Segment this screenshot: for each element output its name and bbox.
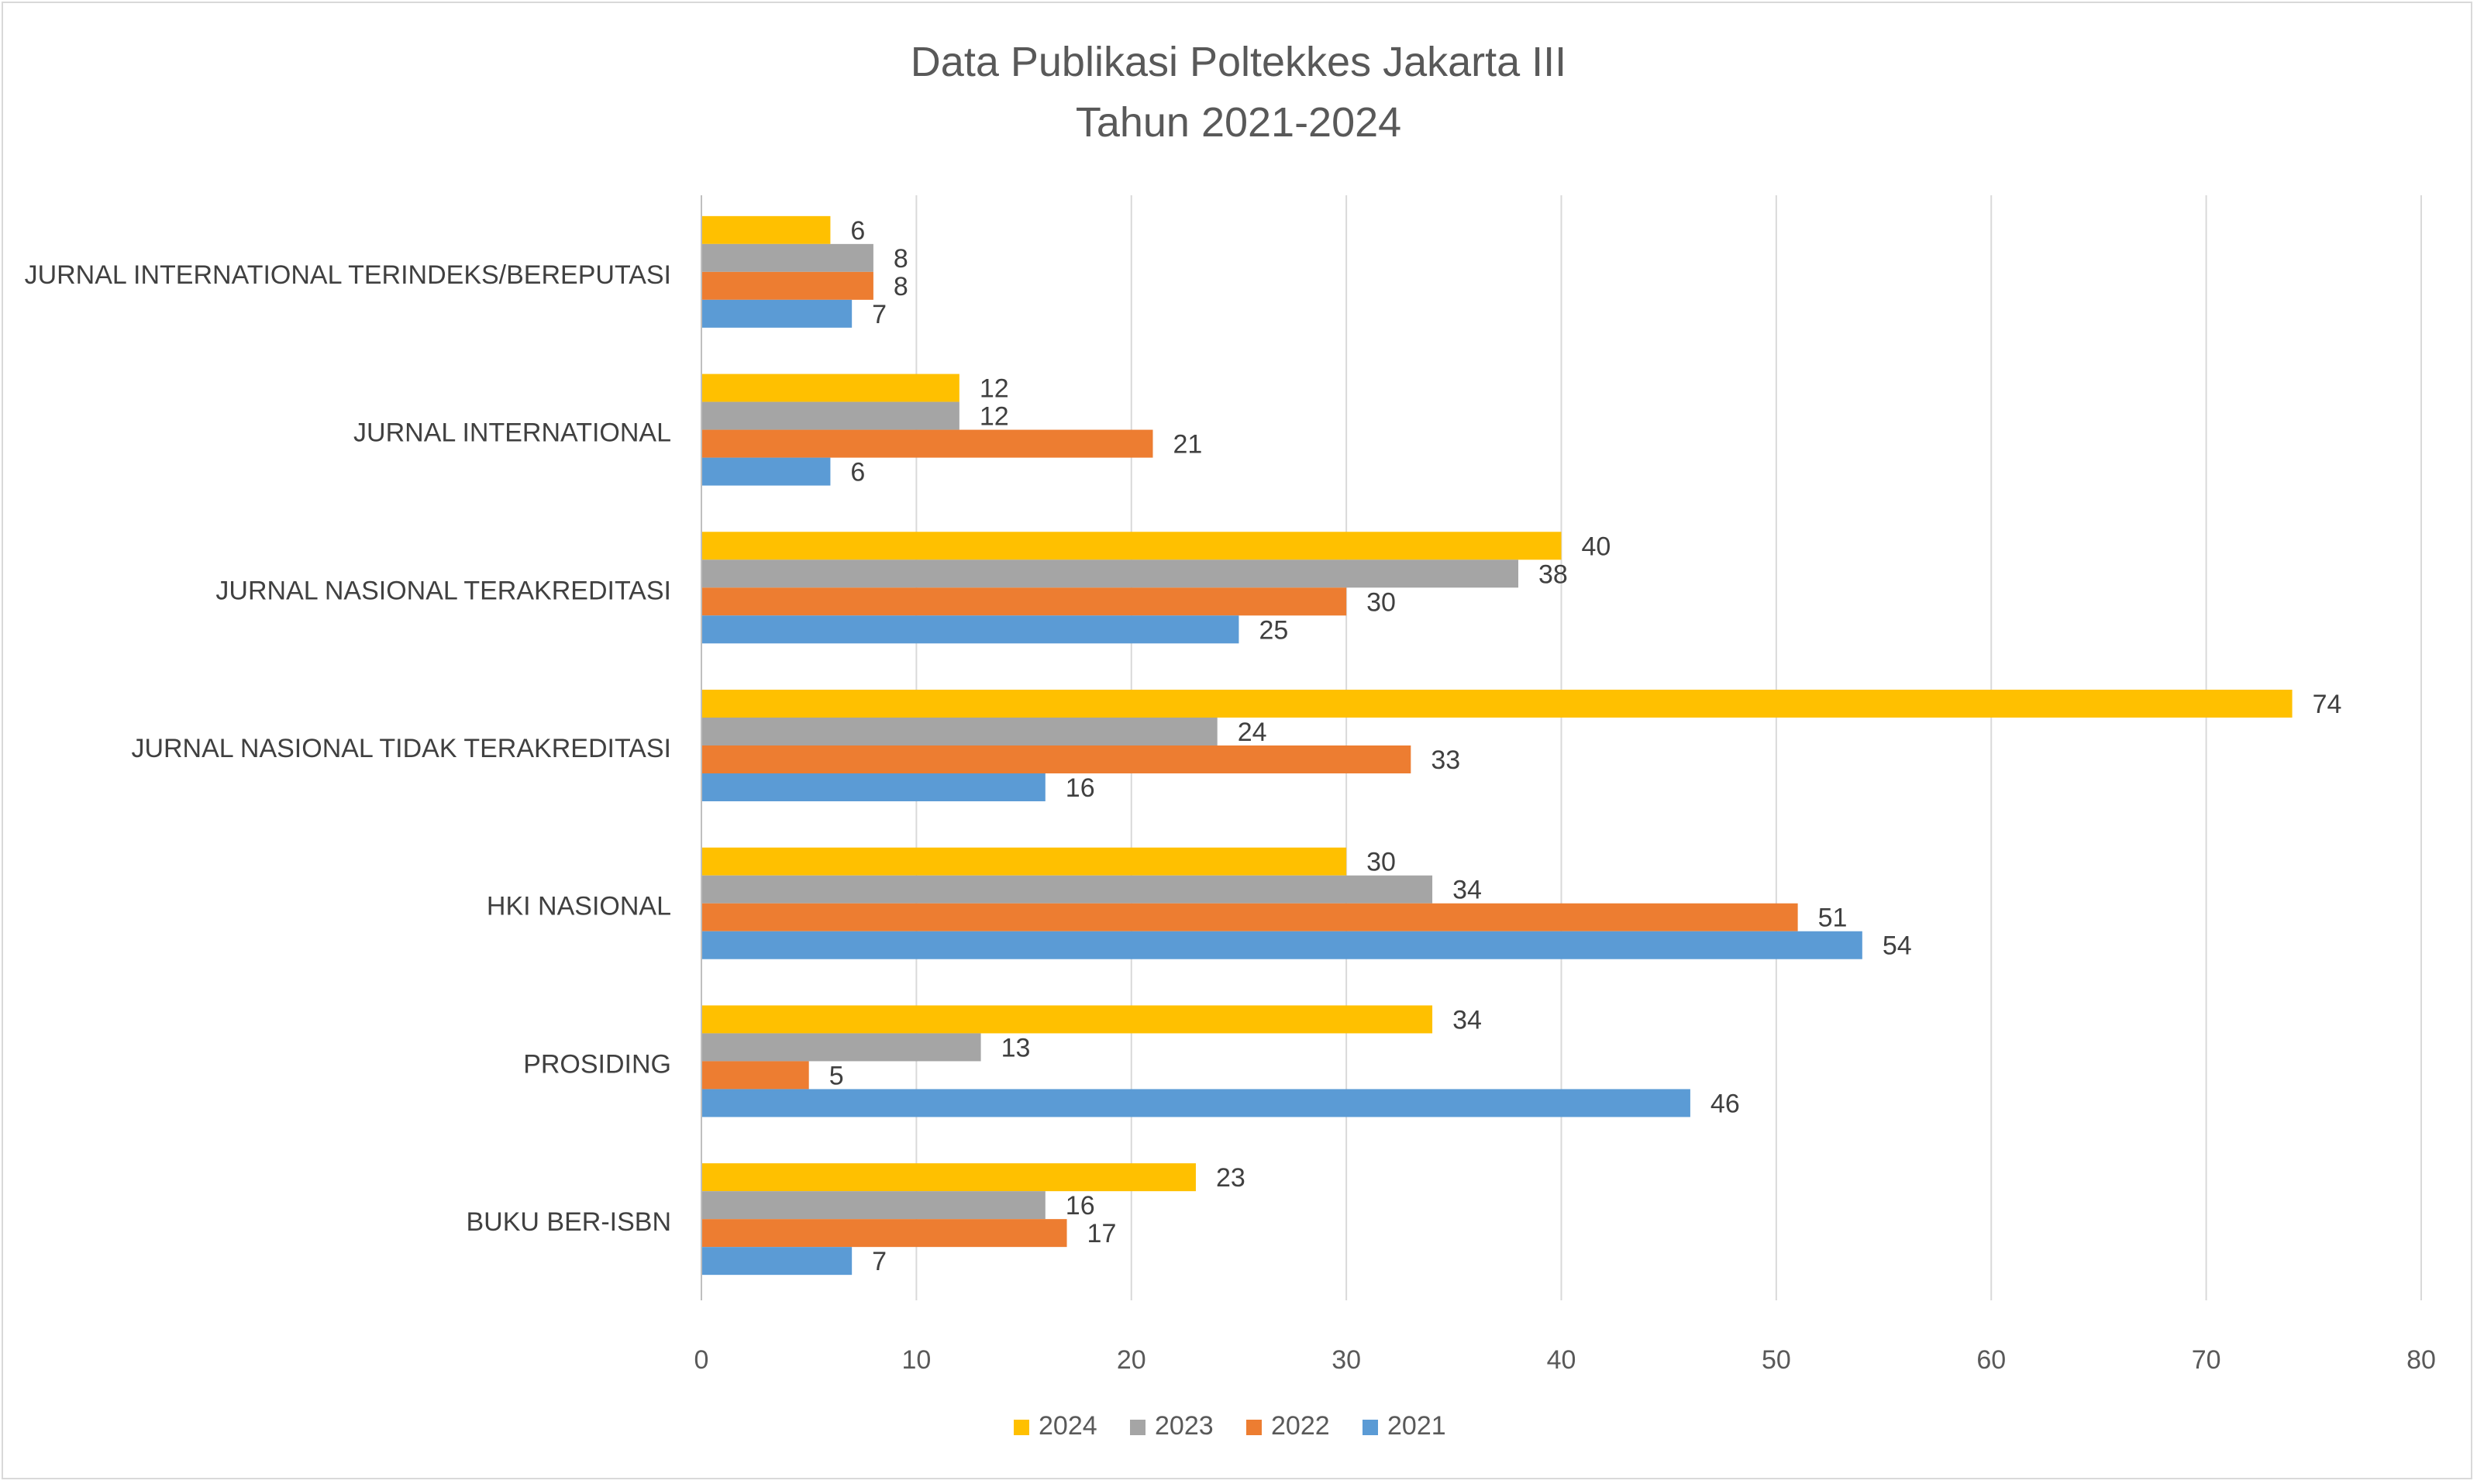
- data-label: 13: [1001, 1033, 1031, 1062]
- bar: [702, 401, 959, 430]
- bar: [702, 931, 1862, 959]
- data-label: 34: [1452, 1005, 1482, 1035]
- bar: [702, 1219, 1067, 1248]
- category-label: PROSIDING: [523, 1049, 671, 1079]
- legend-label: 2021: [1387, 1411, 1446, 1441]
- data-label: 25: [1259, 615, 1288, 645]
- data-label: 12: [980, 374, 1009, 404]
- legend-swatch: [1014, 1420, 1029, 1435]
- data-label: 38: [1538, 560, 1568, 589]
- legend-swatch: [1246, 1420, 1262, 1435]
- bar: [702, 1247, 853, 1276]
- data-label: 46: [1710, 1089, 1740, 1118]
- bar: [702, 1033, 981, 1062]
- data-label: 17: [1087, 1219, 1117, 1248]
- data-label: 51: [1818, 904, 1848, 933]
- data-label: 7: [872, 1247, 887, 1276]
- category-label: JURNAL INTERNATIONAL TERINDEKS/BEREPUTAS…: [25, 260, 671, 290]
- data-label: 54: [1883, 931, 1912, 961]
- bar: [702, 271, 873, 300]
- bar: [702, 690, 2293, 718]
- x-axis-ticks: 0 10 20 30 40 50 60 70 80: [694, 1345, 2436, 1375]
- legend-swatch: [1130, 1420, 1145, 1435]
- x-tick-label: 0: [694, 1345, 709, 1375]
- bar: [702, 429, 1153, 458]
- data-label: 24: [1238, 718, 1267, 747]
- bar: [702, 1163, 1196, 1192]
- data-labels: 6887121221640383025742433163034515434135…: [829, 216, 2342, 1276]
- bar: [702, 1089, 1690, 1117]
- chart-subtitle: Tahun 2021-2024: [1076, 99, 1401, 146]
- bar: [702, 1061, 809, 1090]
- bar: [702, 560, 1519, 588]
- legend-label: 2023: [1155, 1411, 1214, 1441]
- data-label: 16: [1066, 1191, 1095, 1221]
- bars: [702, 215, 2293, 1276]
- bar: [702, 875, 1433, 904]
- x-tick-label: 50: [1762, 1345, 1791, 1375]
- data-label: 6: [850, 216, 865, 246]
- x-tick-label: 70: [2192, 1345, 2221, 1375]
- bar: [702, 718, 1218, 745]
- bar: [702, 615, 1239, 644]
- bar: [702, 1005, 1433, 1034]
- bar: [702, 457, 831, 486]
- category-label: HKI NASIONAL: [487, 892, 671, 921]
- bar: [702, 903, 1798, 931]
- bar: [702, 299, 853, 328]
- bar: [702, 745, 1411, 773]
- chart-title: Data Publikasi Poltekkes Jakarta III: [911, 39, 1566, 85]
- data-label: 5: [829, 1061, 844, 1090]
- data-label: 34: [1452, 876, 1482, 905]
- x-tick-label: 20: [1117, 1345, 1146, 1375]
- bar: [702, 1191, 1046, 1220]
- data-label: 16: [1066, 773, 1095, 803]
- category-labels: JURNAL INTERNATIONAL TERINDEKS/BEREPUTAS…: [25, 260, 671, 1237]
- data-label: 33: [1431, 745, 1460, 775]
- data-label: 30: [1366, 587, 1396, 617]
- data-label: 21: [1173, 430, 1202, 460]
- bar: [702, 847, 1347, 876]
- x-tick-label: 10: [901, 1345, 931, 1375]
- legend-swatch: [1363, 1420, 1378, 1435]
- x-tick-label: 40: [1547, 1345, 1576, 1375]
- bar-chart: Data Publikasi Poltekkes Jakarta III Tah…: [25, 39, 2436, 1441]
- data-label: 8: [894, 272, 908, 301]
- legend: 2024 2023 2022 2021: [1014, 1411, 1446, 1441]
- category-label: JURNAL INTERNATIONAL: [353, 418, 671, 448]
- x-tick-label: 30: [1332, 1345, 1361, 1375]
- bar: [702, 215, 831, 244]
- bar: [702, 374, 959, 402]
- data-label: 23: [1216, 1163, 1245, 1193]
- x-tick-label: 80: [2406, 1345, 2436, 1375]
- data-label: 6: [850, 458, 865, 487]
- bar: [702, 587, 1347, 616]
- category-label: JURNAL NASIONAL TIDAK TERAKREDITASI: [131, 734, 671, 763]
- bar: [702, 773, 1046, 801]
- category-label: BUKU BER-ISBN: [467, 1207, 672, 1237]
- bar: [702, 243, 873, 272]
- legend-label: 2024: [1039, 1411, 1097, 1441]
- bar: [702, 532, 1562, 560]
- data-label: 8: [894, 244, 908, 274]
- x-tick-label: 60: [1976, 1345, 2006, 1375]
- data-label: 7: [872, 300, 887, 329]
- category-label: JURNAL NASIONAL TERAKREDITASI: [215, 576, 671, 605]
- data-label: 40: [1582, 532, 1611, 561]
- data-label: 74: [2313, 690, 2342, 719]
- data-label: 12: [980, 402, 1009, 432]
- legend-label: 2022: [1271, 1411, 1330, 1441]
- data-label: 30: [1366, 848, 1396, 877]
